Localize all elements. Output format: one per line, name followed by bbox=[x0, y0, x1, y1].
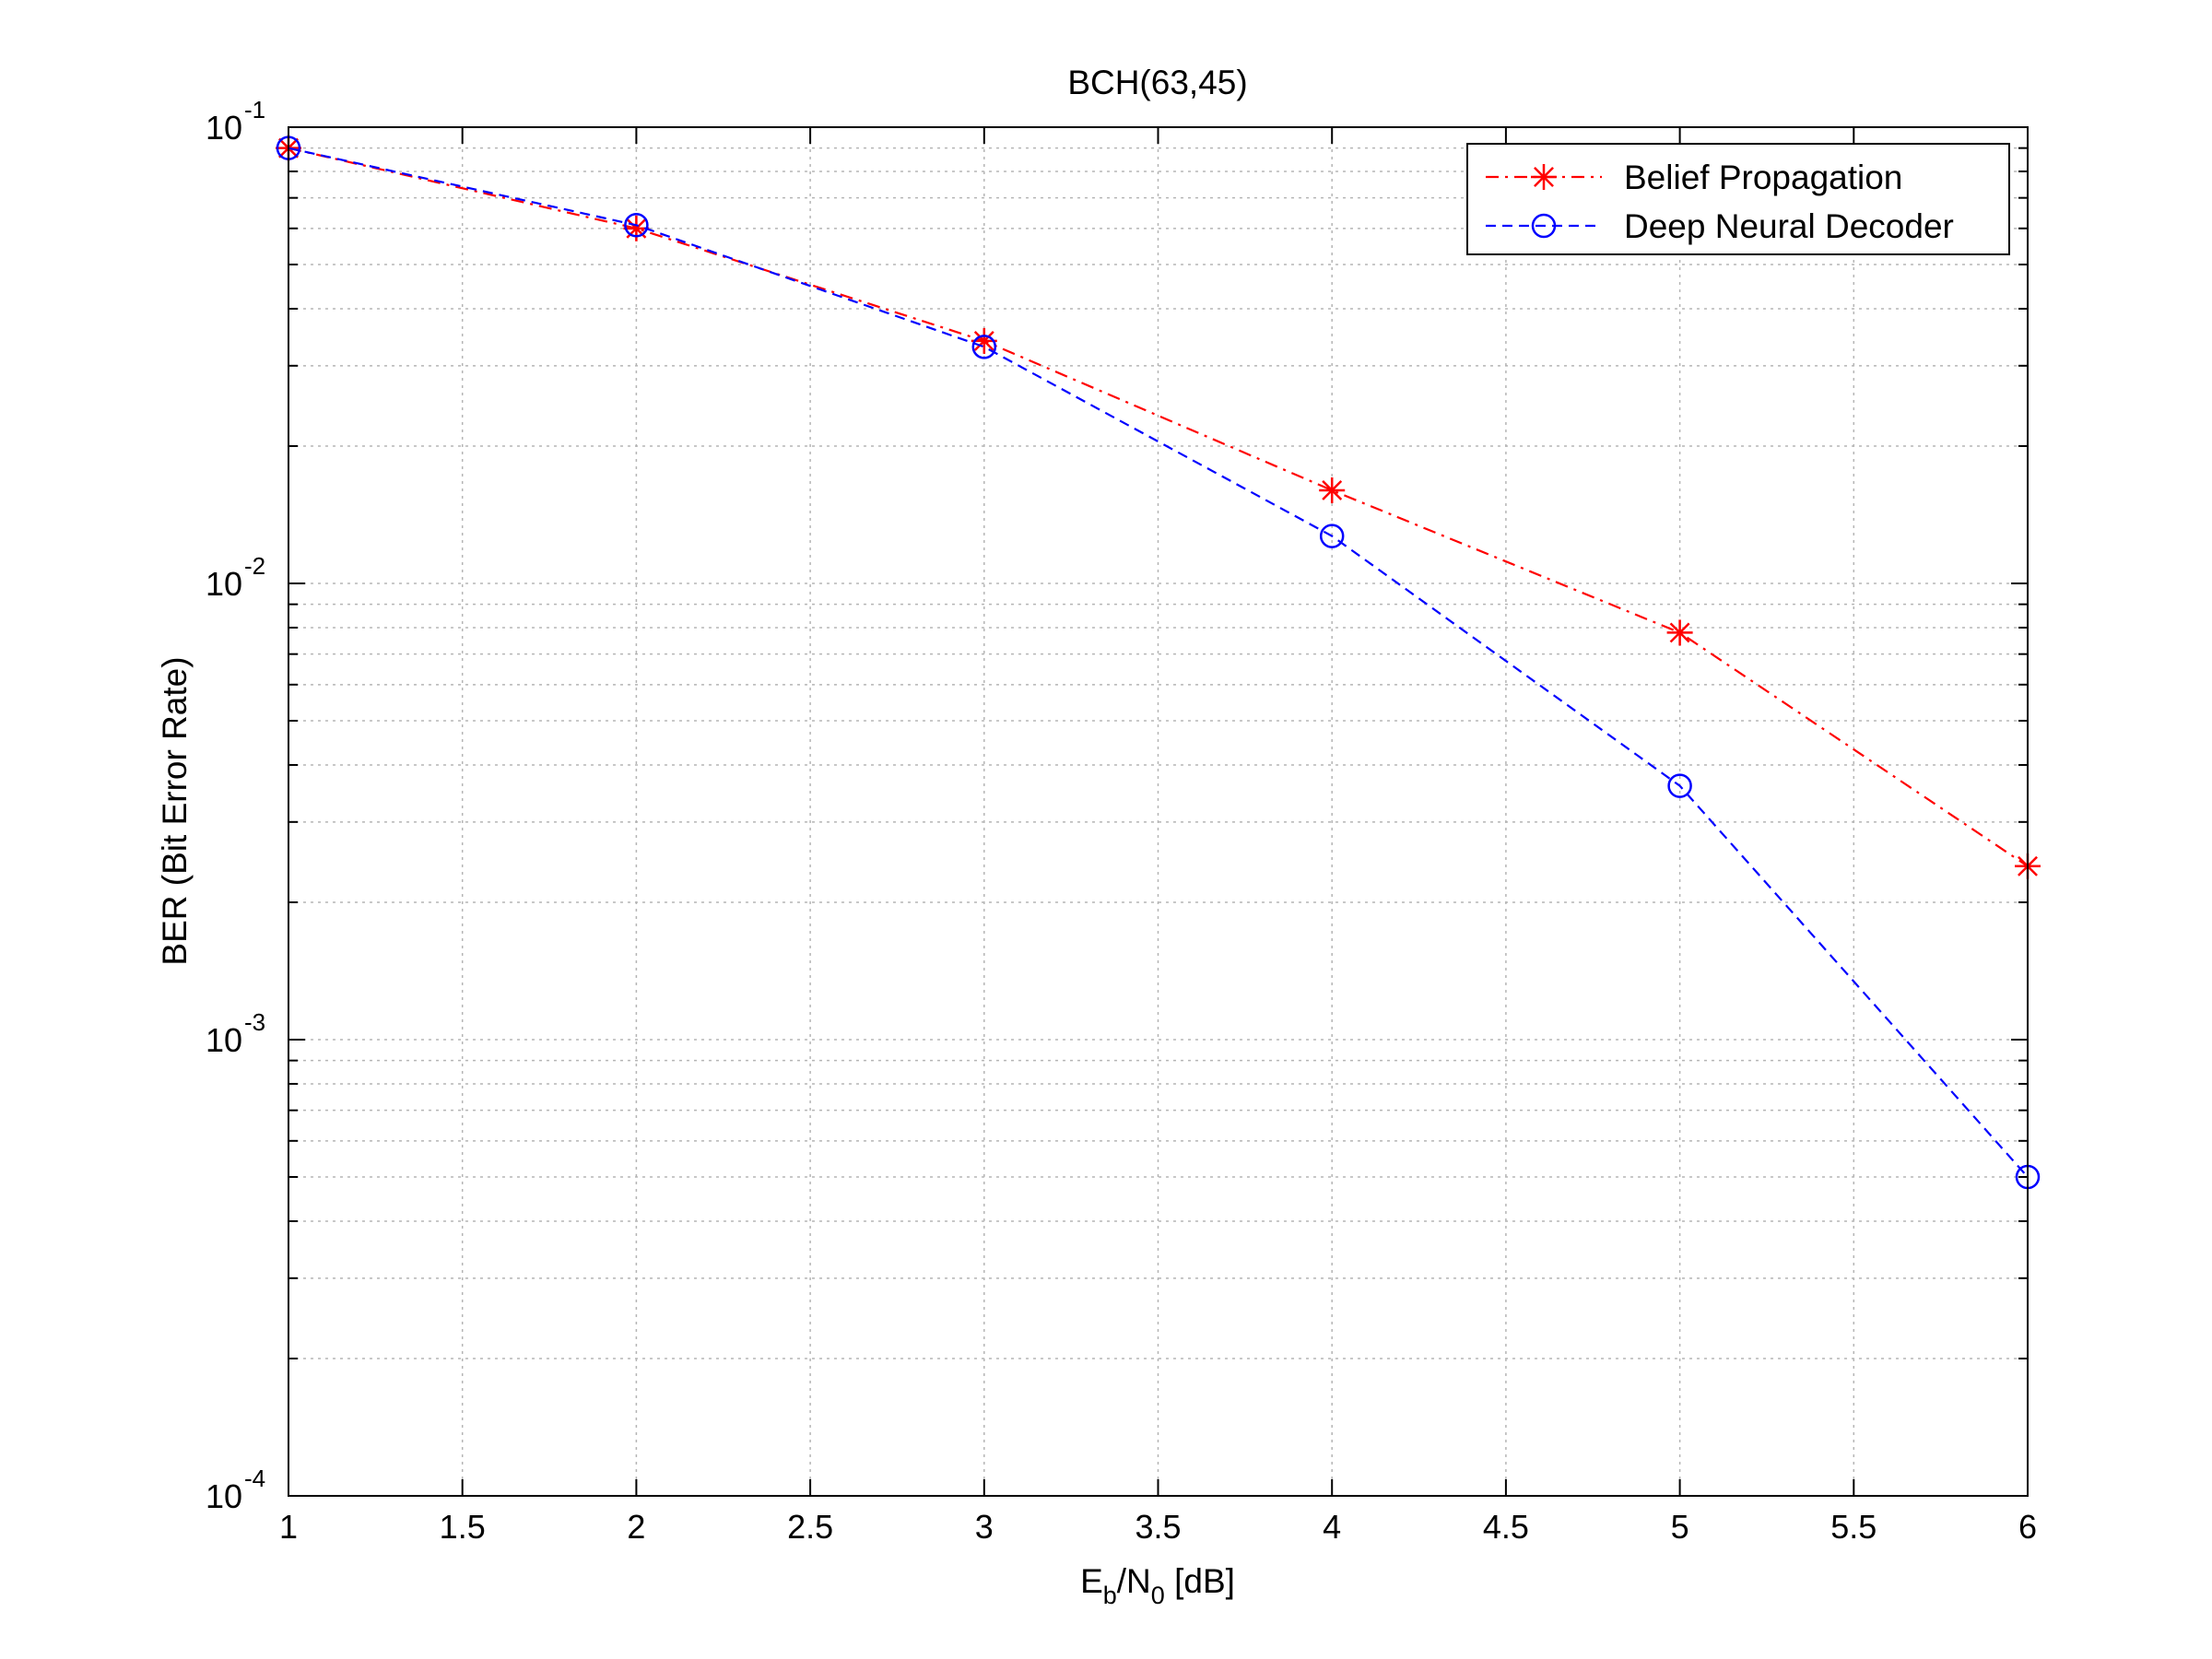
x-tick-label: 5 bbox=[1671, 1508, 1689, 1546]
data-point-circle bbox=[971, 335, 997, 359]
x-tick-label: 1 bbox=[279, 1508, 298, 1546]
legend-circle bbox=[1531, 213, 1557, 239]
x-label-sub-b: b bbox=[1103, 1582, 1117, 1609]
y-tick-base: 10 bbox=[206, 109, 242, 147]
y-tick-exponent: -1 bbox=[244, 96, 265, 124]
series-line-belief-propagation bbox=[288, 147, 2029, 867]
legend: Belief Propagation Deep Neural Decoder bbox=[1466, 143, 2010, 255]
y-tick-label: 10-4 bbox=[206, 1465, 265, 1515]
x-tick-label: 4.5 bbox=[1483, 1508, 1529, 1546]
legend-asterisk bbox=[1531, 164, 1557, 190]
x-tick-label: 2.5 bbox=[787, 1508, 833, 1546]
x-label-main: E bbox=[1080, 1562, 1103, 1600]
data-point-circle bbox=[1667, 773, 1692, 798]
y-axis-label: BER (Bit Error Rate) bbox=[156, 656, 194, 965]
y-tick-exponent: -2 bbox=[244, 552, 265, 580]
legend-marker-circle bbox=[1531, 213, 1557, 239]
x-tick-label: 6 bbox=[2018, 1508, 2037, 1546]
chart-title: BCH(63,45) bbox=[1067, 64, 1247, 101]
y-tick-label: 10-2 bbox=[206, 552, 265, 603]
legend-marker-asterisk bbox=[1531, 164, 1557, 190]
x-label-rest: [dB] bbox=[1165, 1562, 1235, 1600]
x-tick-label: 2 bbox=[627, 1508, 645, 1546]
y-tick-base: 10 bbox=[206, 1021, 242, 1059]
x-tick-label: 3.5 bbox=[1135, 1508, 1181, 1546]
x-tick-labels: 1 1.5 2 2.5 3 3.5 4 4.5 5 5.5 6 bbox=[279, 1508, 2037, 1546]
y-tick-label: 10-1 bbox=[206, 96, 265, 147]
y-tick-labels: 10-110-210-310-4 bbox=[206, 96, 265, 1515]
y-tick-label: 10-3 bbox=[206, 1008, 265, 1059]
data-point-circle bbox=[624, 213, 649, 238]
x-tick-label: 5.5 bbox=[1830, 1508, 1877, 1546]
x-label-mid: /N bbox=[1117, 1562, 1151, 1600]
legend-entry-deep-neural-decoder: Deep Neural Decoder bbox=[1486, 207, 1954, 245]
data-point-asterisk bbox=[1319, 477, 1346, 503]
y-tick-exponent: -3 bbox=[244, 1008, 265, 1036]
plot-frame bbox=[288, 126, 2029, 1497]
data-point-circle bbox=[1319, 524, 1345, 548]
legend-label-belief-propagation: Belief Propagation bbox=[1624, 159, 1902, 196]
x-tick-label: 4 bbox=[1323, 1508, 1341, 1546]
data-point-asterisk bbox=[1666, 619, 1693, 646]
legend-label-deep-neural-decoder: Deep Neural Decoder bbox=[1624, 207, 1954, 245]
x-tick-label: 1.5 bbox=[440, 1508, 486, 1546]
y-tick-base: 10 bbox=[206, 565, 242, 603]
x-tick-label: 3 bbox=[975, 1508, 994, 1546]
plot-area bbox=[288, 127, 2028, 1496]
y-tick-exponent: -4 bbox=[244, 1465, 265, 1492]
x-label-sub-0: 0 bbox=[1151, 1582, 1165, 1609]
legend-entry-belief-propagation: Belief Propagation bbox=[1486, 159, 1902, 196]
x-axis-label: Eb/N0 [dB] bbox=[1080, 1562, 1235, 1609]
legend-box bbox=[1466, 143, 2010, 255]
y-tick-base: 10 bbox=[206, 1477, 242, 1515]
